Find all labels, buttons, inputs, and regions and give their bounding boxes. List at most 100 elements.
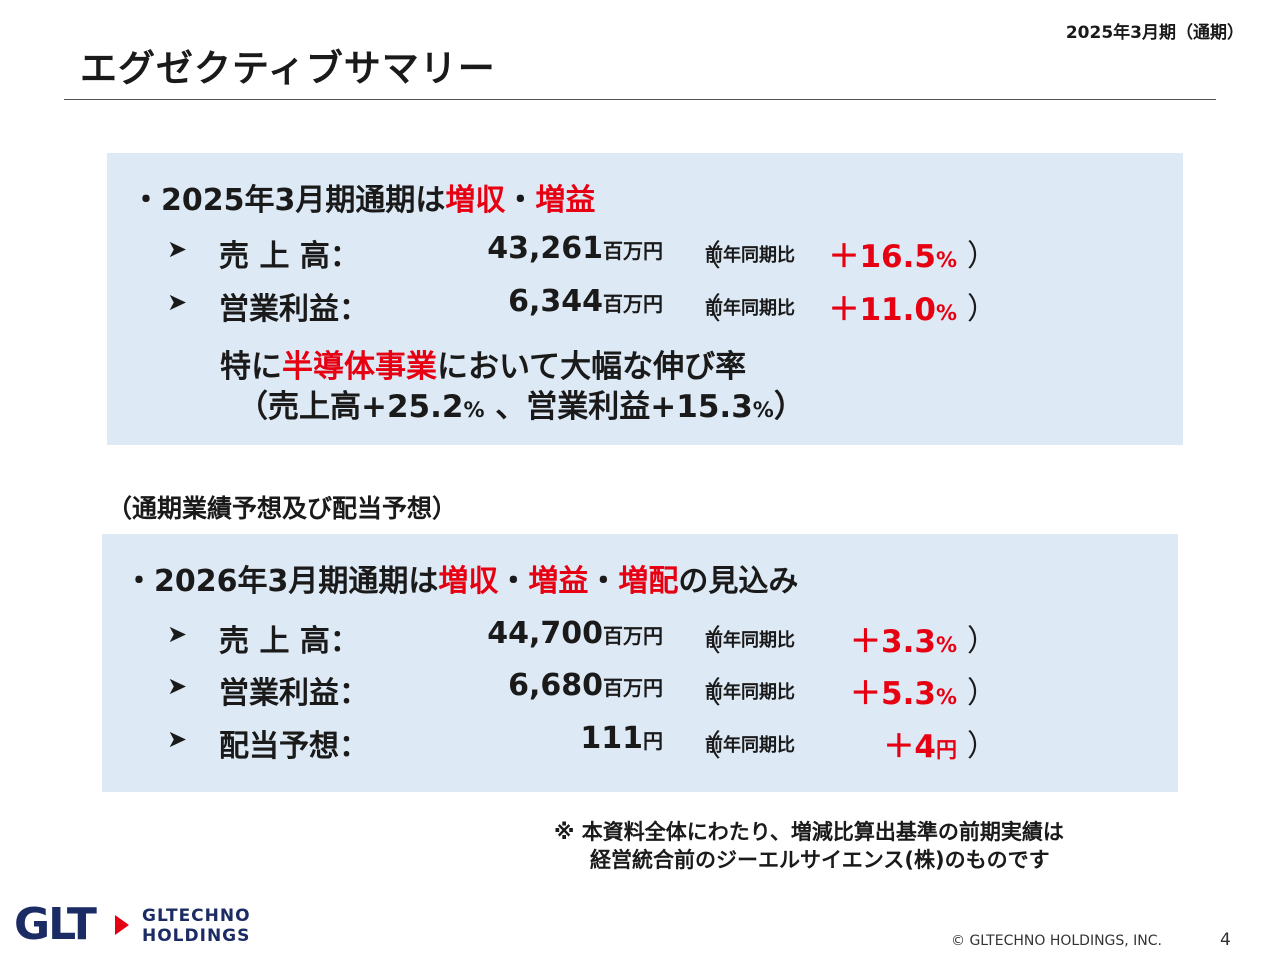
row-unit: 百万円 bbox=[603, 292, 663, 316]
footnote: ※ 本資料全体にわたり、増減比算出基準の前期実績は 経営統合前のジーエルサイエン… bbox=[554, 818, 1064, 874]
company-logo: GLT GLTECHNO HOLDINGS bbox=[14, 902, 274, 948]
note-highlight: 半導体事業 bbox=[282, 349, 437, 385]
results-2025-box: ・2025年3月期通期は増収・増益 ➤ 売 上 高： 43,261百万円 （ 前… bbox=[107, 153, 1183, 445]
detail-part-b: 、営業利益+15.3 bbox=[484, 389, 753, 425]
detail-part-c: ） bbox=[773, 389, 805, 425]
logo-mark: GLT bbox=[14, 899, 97, 950]
row-label: 営業利益： bbox=[219, 676, 369, 711]
row-value-group: 43,261百万円 bbox=[407, 231, 663, 266]
forecast-2026-box: ・2026年3月期通期は増収・増益・増配の見込み ➤ 売 上 高： 44,700… bbox=[102, 534, 1178, 792]
row-change-unit: 円 bbox=[936, 738, 957, 762]
arrow-bullet-icon: ➤ bbox=[167, 725, 188, 753]
arrow-bullet-icon: ➤ bbox=[167, 235, 188, 263]
arrow-bullet-icon: ➤ bbox=[167, 288, 188, 316]
results-row-sales: ➤ 売 上 高： 43,261百万円 （ 前年同期比 ＋16.5% ） bbox=[107, 231, 1107, 275]
logo-line-2: HOLDINGS bbox=[142, 926, 251, 946]
row-compare-label: 前年同期比 bbox=[705, 735, 795, 756]
row-change-unit: % bbox=[935, 301, 957, 325]
row-unit: 円 bbox=[643, 729, 663, 753]
row-compare-label: 前年同期比 bbox=[705, 682, 795, 703]
headline-highlight-dividend: 増配 bbox=[618, 564, 679, 599]
headline-highlight-revenue: 増収 bbox=[445, 183, 506, 218]
headline-highlight-revenue: 増収 bbox=[438, 564, 499, 599]
row-paren-close: ） bbox=[967, 729, 997, 764]
row-change: ＋11.0 bbox=[828, 292, 936, 328]
row-paren-open: （ bbox=[691, 624, 721, 659]
row-label: 配当予想： bbox=[219, 729, 369, 764]
note-prefix: 特に bbox=[220, 349, 282, 385]
row-value-group: 44,700百万円 bbox=[407, 616, 663, 651]
row-paren-close: ） bbox=[967, 292, 997, 327]
row-value: 43,261 bbox=[487, 231, 603, 266]
row-change-group: ＋11.0% bbox=[807, 284, 957, 329]
headline-separator: ・ bbox=[588, 564, 619, 599]
row-paren-open: （ bbox=[691, 239, 721, 274]
row-compare-label: 前年同期比 bbox=[705, 630, 795, 651]
headline-prefix: ・2025年3月期通期は bbox=[131, 183, 446, 218]
row-compare-label: 前年同期比 bbox=[705, 245, 795, 266]
row-change: ＋5.3 bbox=[850, 676, 936, 712]
logo-line-1: GLTECHNO bbox=[142, 906, 251, 926]
row-change: ＋16.5 bbox=[828, 239, 936, 275]
semiconductor-growth-detail: （売上高+25.2% 、営業利益+15.3%） bbox=[237, 381, 805, 426]
copyright: © GLTECHNO HOLDINGS, INC. bbox=[951, 933, 1163, 949]
headline-separator: ・ bbox=[498, 564, 529, 599]
detail-pct-1: % bbox=[463, 398, 485, 422]
row-unit: 百万円 bbox=[603, 624, 663, 648]
headline-highlight-profit: 増益 bbox=[535, 183, 596, 218]
headline-separator: ・ bbox=[505, 183, 536, 218]
forecast-2026-headline: ・2026年3月期通期は増収・増益・増配の見込み bbox=[124, 556, 798, 600]
row-change-unit: % bbox=[935, 633, 957, 657]
row-paren-open: （ bbox=[691, 729, 721, 764]
row-unit: 百万円 bbox=[603, 676, 663, 700]
footnote-line-1: ※ 本資料全体にわたり、増減比算出基準の前期実績は bbox=[554, 820, 1064, 844]
forecast-row-operating-profit: ➤ 営業利益： 6,680百万円 （ 前年同期比 ＋5.3% ） bbox=[107, 668, 1107, 712]
row-paren-open: （ bbox=[691, 676, 721, 711]
forecast-section-label: （通期業績予想及び配当予想） bbox=[107, 494, 458, 523]
arrow-bullet-icon: ➤ bbox=[167, 672, 188, 700]
detail-pct-2: % bbox=[752, 398, 774, 422]
row-value: 6,344 bbox=[508, 284, 603, 319]
row-change-group: ＋3.3% bbox=[807, 616, 957, 661]
detail-part-a: （売上高+25.2 bbox=[237, 389, 464, 425]
footnote-line-2: 経営統合前のジーエルサイエンス(株)のものです bbox=[590, 848, 1050, 872]
row-paren-close: ） bbox=[967, 239, 997, 274]
row-change-group: ＋5.3% bbox=[807, 668, 957, 713]
headline-suffix: の見込み bbox=[678, 564, 799, 599]
forecast-row-sales: ➤ 売 上 高： 44,700百万円 （ 前年同期比 ＋3.3% ） bbox=[107, 616, 1107, 660]
row-paren-close: ） bbox=[967, 624, 997, 659]
row-compare-label: 前年同期比 bbox=[705, 298, 795, 319]
row-change-group: ＋16.5% bbox=[807, 231, 957, 276]
headline-highlight-profit: 増益 bbox=[528, 564, 589, 599]
page-number: 4 bbox=[1220, 930, 1231, 950]
logo-wordmark: GLTECHNO HOLDINGS bbox=[142, 906, 251, 946]
row-value: 6,680 bbox=[508, 668, 603, 703]
row-value: 44,700 bbox=[487, 616, 603, 651]
row-label: 売 上 高： bbox=[219, 239, 360, 274]
row-change: ＋3.3 bbox=[850, 624, 936, 660]
row-value-group: 6,680百万円 bbox=[407, 668, 663, 703]
row-value-group: 6,344百万円 bbox=[407, 284, 663, 319]
row-paren-close: ） bbox=[967, 676, 997, 711]
forecast-row-dividend: ➤ 配当予想： 111円 （ 前年同期比 ＋4円 ） bbox=[107, 721, 1107, 765]
logo-triangle-icon bbox=[115, 915, 129, 935]
headline-prefix: ・2026年3月期通期は bbox=[124, 564, 439, 599]
row-value: 111 bbox=[580, 721, 643, 756]
semiconductor-note: 特に半導体事業において大幅な伸び率 bbox=[220, 341, 746, 386]
row-label: 営業利益： bbox=[219, 292, 369, 327]
row-change-unit: % bbox=[935, 685, 957, 709]
results-row-operating-profit: ➤ 営業利益： 6,344百万円 （ 前年同期比 ＋11.0% ） bbox=[107, 284, 1107, 328]
row-change: ＋4 bbox=[883, 729, 936, 765]
row-unit: 百万円 bbox=[603, 239, 663, 263]
row-value-group: 111円 bbox=[407, 721, 663, 756]
period-label: 2025年3月期（通期） bbox=[1065, 23, 1244, 43]
arrow-bullet-icon: ➤ bbox=[167, 620, 188, 648]
title-divider bbox=[64, 99, 1216, 100]
row-label: 売 上 高： bbox=[219, 624, 360, 659]
note-suffix: において大幅な伸び率 bbox=[437, 349, 747, 385]
row-change-unit: % bbox=[935, 248, 957, 272]
row-change-group: ＋4円 bbox=[807, 721, 957, 766]
results-2025-headline: ・2025年3月期通期は増収・増益 bbox=[131, 175, 595, 219]
row-paren-open: （ bbox=[691, 292, 721, 327]
page-title: エグゼクティブサマリー bbox=[80, 47, 496, 90]
